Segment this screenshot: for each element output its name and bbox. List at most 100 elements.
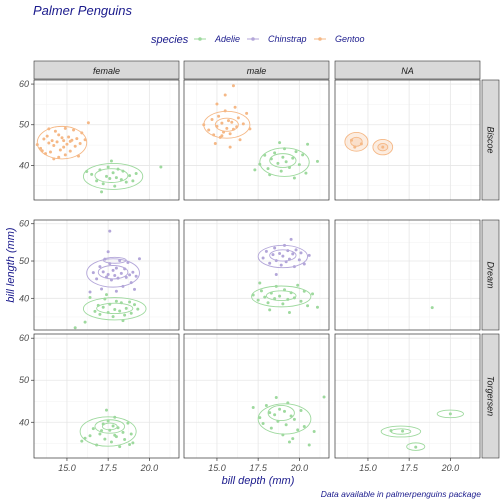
density-contour xyxy=(82,297,147,321)
data-point xyxy=(121,284,125,288)
data-point xyxy=(236,116,240,120)
panel-biscoe-female: 40 50 60 xyxy=(19,79,180,201)
series-gentoo xyxy=(35,121,90,161)
strip-col-male: male xyxy=(183,60,330,80)
data-point xyxy=(111,268,115,272)
data-point xyxy=(274,395,278,399)
data-point xyxy=(299,409,303,413)
data-point xyxy=(113,184,117,188)
density-contour xyxy=(79,416,137,447)
data-point xyxy=(63,153,67,157)
strip-col-label: NA xyxy=(401,66,414,76)
density-contour xyxy=(436,409,464,419)
density-contour xyxy=(96,302,134,315)
data-point xyxy=(108,176,112,180)
data-point xyxy=(215,124,219,128)
series-gentoo xyxy=(344,132,394,156)
data-point xyxy=(284,423,288,427)
panel-torgersen-male: 15.0 17.5 20.0 xyxy=(183,333,330,473)
data-point xyxy=(106,310,110,314)
data-point xyxy=(109,278,113,282)
data-point xyxy=(258,162,262,166)
data-point xyxy=(101,422,105,426)
data-point xyxy=(42,137,46,141)
series-adelie xyxy=(82,159,163,194)
data-point xyxy=(263,153,267,157)
data-point xyxy=(111,315,115,319)
legend-key-point xyxy=(251,37,255,41)
data-point xyxy=(315,159,319,163)
data-point xyxy=(264,403,268,407)
legend-key-point xyxy=(318,37,322,41)
data-point xyxy=(55,140,59,144)
series-adelie xyxy=(251,395,326,447)
data-point xyxy=(68,139,72,143)
data-point xyxy=(114,176,118,180)
data-point xyxy=(131,179,135,183)
panel-background xyxy=(335,334,480,458)
panel-background xyxy=(184,334,329,458)
data-point xyxy=(202,123,206,127)
data-point xyxy=(315,305,319,309)
panel-torgersen-female: 40 50 60 15.0 17.5 20.0 xyxy=(19,333,180,473)
data-point xyxy=(88,290,92,294)
density-contour xyxy=(86,258,140,288)
data-point xyxy=(80,439,84,443)
data-point xyxy=(85,170,89,174)
panel-border xyxy=(334,219,481,331)
data-point xyxy=(291,437,295,441)
strip-col-label: male xyxy=(247,66,267,76)
data-point xyxy=(101,270,105,274)
data-point xyxy=(430,306,434,310)
data-point xyxy=(48,150,52,154)
data-point xyxy=(299,299,303,303)
data-point xyxy=(273,413,277,417)
data-point xyxy=(105,408,108,412)
legend-label: Chinstrap xyxy=(268,34,307,44)
data-point xyxy=(108,302,112,306)
legend-title: species xyxy=(151,34,189,46)
data-point xyxy=(100,287,104,291)
data-point xyxy=(108,229,112,233)
data-point xyxy=(287,440,291,444)
panel-border xyxy=(334,79,481,201)
data-point xyxy=(116,276,120,280)
data-point xyxy=(273,151,277,155)
data-point xyxy=(301,153,305,157)
density-contour xyxy=(406,442,426,451)
data-point xyxy=(98,265,102,269)
data-point xyxy=(121,169,125,173)
strip-row-dream: Dream xyxy=(481,219,500,331)
x-tick-label: 20.0 xyxy=(140,463,159,473)
data-point xyxy=(103,297,107,301)
data-point xyxy=(258,281,262,285)
data-point xyxy=(96,303,100,307)
strip-col-label: female xyxy=(93,66,120,76)
density-contour xyxy=(380,425,422,438)
data-point xyxy=(63,126,67,130)
data-point xyxy=(292,265,296,269)
data-point xyxy=(103,257,107,261)
data-point xyxy=(207,128,211,132)
data-point xyxy=(353,145,357,149)
data-point xyxy=(68,149,72,153)
strip-row-label: Torgersen xyxy=(486,376,496,416)
data-point xyxy=(302,262,306,266)
data-point xyxy=(105,275,108,279)
data-point xyxy=(278,294,282,298)
panel-background xyxy=(34,220,179,330)
density-contour xyxy=(265,290,297,301)
strip-row-label: Biscoe xyxy=(486,126,496,153)
y-tick-label: 40 xyxy=(19,160,29,170)
strip-row-biscoe: Biscoe xyxy=(481,79,500,201)
data-point xyxy=(113,307,117,311)
density-contour xyxy=(102,256,127,264)
data-point xyxy=(116,167,120,171)
legend: species Adelie Chinstrap Gentoo xyxy=(151,34,365,46)
data-point xyxy=(134,274,138,278)
legend-item-gentoo: Gentoo xyxy=(314,34,365,44)
data-point xyxy=(215,102,219,106)
data-point xyxy=(269,426,273,430)
strip-row-label: Dream xyxy=(486,261,496,289)
data-point xyxy=(91,427,95,431)
